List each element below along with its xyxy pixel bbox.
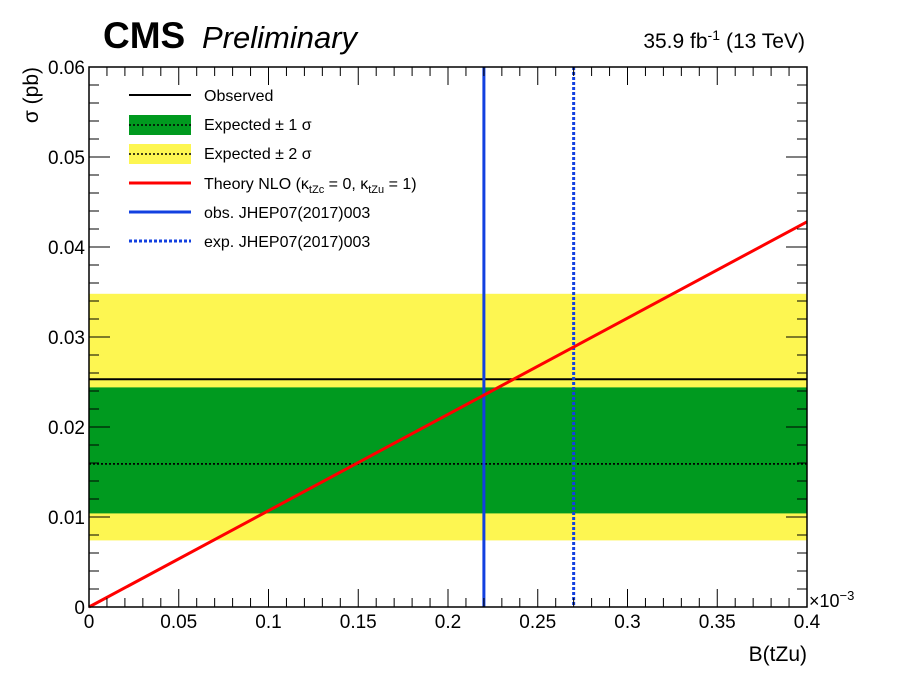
experiment-label: CMS — [103, 15, 185, 56]
y-axis-title: σ (pb) — [20, 67, 43, 123]
bands-layer — [89, 293, 807, 541]
legend-theory-suffix: = 1) — [384, 176, 416, 193]
lines-layer — [88, 67, 808, 609]
legend-1sigma-swatch — [129, 115, 191, 135]
x-tick-label: 0.2 — [435, 612, 461, 633]
legend-theory-mid: = 0, κ — [324, 176, 369, 193]
y-tick-label: 0.04 — [48, 238, 85, 259]
x-tick-label: 0.05 — [160, 612, 197, 633]
legend-exp-previous-label: exp. JHEP07(2017)003 — [204, 234, 370, 251]
legend-2sigma-label: Expected ± 2 σ — [204, 146, 312, 163]
legend-obs-previous-label: obs. JHEP07(2017)003 — [204, 205, 370, 222]
x-axis-multiplier: ×10−3 — [809, 588, 854, 611]
x-tick-label: 0.1 — [255, 612, 281, 633]
y-tick-label: 0.02 — [48, 418, 85, 439]
tick-labels-layer: 0 0.05 0.1 0.15 0.2 0.25 0.3 0.35 0.4 0 0.01 0.02 0.… — [48, 58, 821, 633]
legend-theory-sub1: tZc — [309, 184, 325, 196]
energy-value: (13 TeV) — [726, 30, 805, 53]
expected-1sigma-band — [89, 387, 807, 514]
luminosity-label: 35.9 fb-1 (13 TeV) — [643, 27, 805, 53]
legend-theory-label: Theory NLO (κtZc = 0, κtZu = 1) — [204, 176, 417, 196]
y-tick-label: 0.03 — [48, 328, 85, 349]
x-tick-label: 0 — [84, 612, 95, 633]
legend-theory-sub2: tZu — [368, 184, 384, 196]
x-tick-label: 0.4 — [794, 612, 821, 633]
legend: Observed Expected ± 1 σ Expected ± 2 σ T… — [129, 88, 417, 251]
theory-nlo-line — [88, 220, 808, 609]
legend-theory-prefix: Theory NLO (κ — [204, 176, 310, 193]
x-tick-label: 0.15 — [340, 612, 377, 633]
luminosity-exponent: -1 — [708, 27, 721, 43]
x-tick-label: 0.35 — [699, 612, 736, 633]
x-multiplier-exponent: −3 — [840, 588, 855, 603]
status-label: Preliminary — [202, 20, 360, 55]
x-tick-label: 0.25 — [519, 612, 556, 633]
ticks-layer — [88, 66, 808, 608]
x-axis-title: B(tZu) — [749, 643, 807, 666]
luminosity-value: 35.9 fb — [643, 30, 707, 53]
x-tick-label: 0.3 — [614, 612, 640, 633]
y-tick-label: 0.01 — [48, 508, 85, 529]
y-tick-label: 0 — [74, 598, 85, 619]
legend-2sigma-swatch — [129, 144, 191, 164]
x-multiplier-base: ×10 — [809, 591, 840, 611]
legend-1sigma-label: Expected ± 1 σ — [204, 117, 312, 134]
legend-observed-label: Observed — [204, 88, 273, 105]
y-tick-label: 0.05 — [48, 148, 85, 169]
y-tick-label: 0.06 — [48, 58, 85, 79]
